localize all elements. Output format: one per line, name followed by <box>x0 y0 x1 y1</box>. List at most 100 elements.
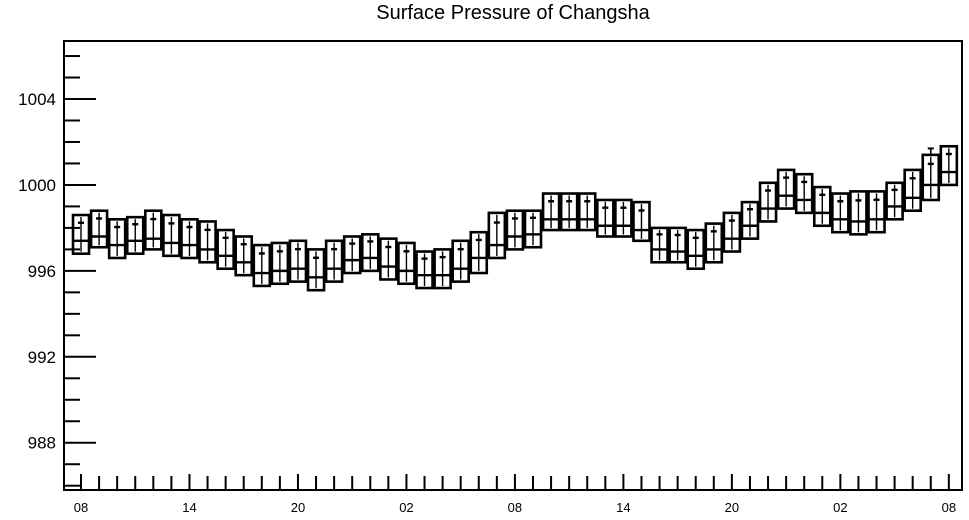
box-body <box>776 168 796 210</box>
box-group <box>342 235 362 275</box>
y-tick-label: 1000 <box>18 176 56 195</box>
box-body <box>812 185 832 228</box>
box-body <box>903 168 922 213</box>
box-body <box>234 235 254 277</box>
box-group <box>360 233 380 273</box>
box-group <box>740 200 760 240</box>
box-body <box>288 239 308 283</box>
box-group <box>433 248 452 290</box>
box-body <box>704 222 724 264</box>
y-tick-label: 996 <box>28 262 56 281</box>
box-group <box>614 198 633 238</box>
box-body <box>71 213 91 255</box>
box-group <box>487 211 507 260</box>
box-group <box>125 215 145 255</box>
box-body <box>379 237 398 281</box>
box-group <box>686 228 706 271</box>
x-tick-label: 08 <box>508 500 522 515</box>
box-body <box>632 200 651 243</box>
box-group <box>867 190 886 234</box>
box-group <box>776 168 796 210</box>
x-tick-label: 08 <box>74 500 88 515</box>
y-tick-label: 992 <box>28 348 56 367</box>
box-body <box>939 144 959 187</box>
box-group <box>758 181 778 223</box>
box-body <box>559 192 579 232</box>
x-tick-label: 20 <box>291 500 305 515</box>
box-body <box>650 226 669 264</box>
box-group <box>849 190 868 236</box>
box-group <box>794 172 814 215</box>
x-tick-label: 20 <box>725 500 739 515</box>
box-group <box>650 226 669 264</box>
box-body <box>740 200 760 240</box>
box-group <box>722 211 742 253</box>
box-group <box>379 237 398 281</box>
box-group <box>903 168 922 213</box>
box-group <box>523 209 543 249</box>
box-body <box>487 211 507 260</box>
x-tick-label: 02 <box>833 500 847 515</box>
box-group <box>632 200 651 243</box>
box-body <box>794 172 814 215</box>
box-body <box>867 190 886 234</box>
box-group <box>71 213 91 255</box>
box-body <box>614 198 633 238</box>
x-tick-label: 08 <box>942 500 956 515</box>
box-body <box>849 190 868 236</box>
box-body <box>89 209 109 249</box>
box-group <box>577 192 597 232</box>
box-group <box>397 241 416 286</box>
box-group <box>831 192 850 234</box>
box-series <box>71 144 959 292</box>
x-tick-label: 02 <box>399 500 413 515</box>
box-group <box>288 239 308 283</box>
box-group <box>505 209 525 251</box>
box-group <box>180 218 199 260</box>
x-tick-label: 14 <box>616 500 630 515</box>
box-body <box>541 192 561 232</box>
box-body <box>198 220 217 264</box>
box-group <box>451 239 470 283</box>
box-body <box>451 239 470 283</box>
box-group <box>469 230 489 275</box>
box-body <box>668 226 687 264</box>
box-body <box>306 248 326 292</box>
y-tick-label: 988 <box>28 434 56 453</box>
box-body <box>162 213 181 258</box>
box-body <box>107 218 127 260</box>
box-body <box>324 239 344 283</box>
box-group <box>198 220 217 264</box>
box-group <box>324 239 344 283</box>
box-body <box>125 215 145 255</box>
x-axis: 08 14 20 02 08 14 20 02 08 <box>74 474 956 515</box>
box-group <box>306 248 326 292</box>
box-body <box>360 233 380 273</box>
box-body <box>596 198 615 238</box>
box-group <box>415 250 434 290</box>
box-group <box>812 185 832 228</box>
box-group <box>559 192 579 232</box>
box-body <box>397 241 416 286</box>
box-body <box>505 209 525 251</box>
box-group <box>921 147 941 202</box>
box-group <box>596 198 615 238</box>
box-body <box>180 218 199 260</box>
box-group <box>234 235 254 277</box>
box-body <box>722 211 742 253</box>
box-body <box>523 209 543 249</box>
box-body <box>415 250 434 290</box>
box-body <box>144 209 163 251</box>
y-tick-label: 1004 <box>18 90 56 109</box>
box-group <box>668 226 687 264</box>
box-group <box>107 218 127 260</box>
box-group <box>89 209 109 249</box>
box-body <box>885 181 904 221</box>
box-group <box>270 241 290 286</box>
box-body <box>758 181 778 223</box>
box-body <box>831 192 850 234</box>
box-group <box>162 213 181 258</box>
box-body <box>270 241 290 286</box>
box-group <box>939 144 959 187</box>
